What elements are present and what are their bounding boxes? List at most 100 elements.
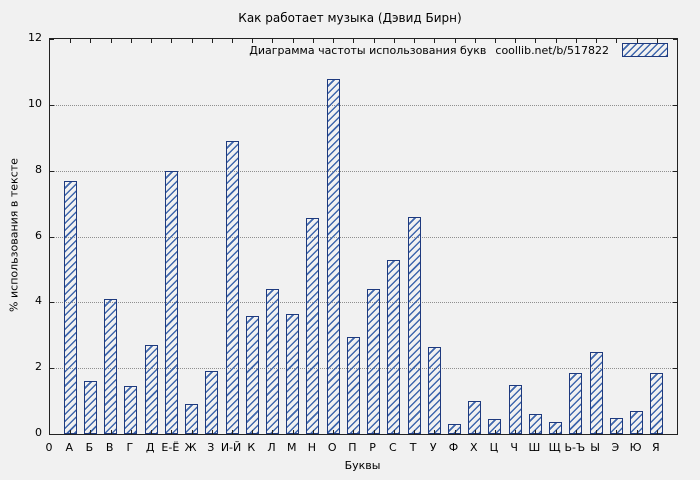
legend-label: Диаграмма частоты использования букв: [249, 43, 487, 57]
y-tick-mark: [50, 302, 54, 304]
bar-Н: [306, 218, 320, 434]
x-tick-mark: [110, 39, 112, 43]
x-tick-label: Ю: [629, 441, 642, 454]
x-tick-mark: [110, 430, 112, 434]
x-tick-mark: [211, 39, 213, 43]
x-tick-label: Л: [267, 441, 276, 454]
x-tick-mark: [515, 430, 517, 434]
x-tick-label: С: [388, 441, 397, 454]
x-tick-mark: [232, 430, 234, 434]
x-tick-mark: [636, 430, 638, 434]
bar-У: [427, 346, 441, 434]
bar-А: [63, 180, 77, 434]
x-tick-mark: [252, 430, 254, 434]
x-tick-mark: [232, 39, 234, 43]
x-tick-mark: [636, 39, 638, 43]
x-tick-mark: [515, 39, 517, 43]
x-tick-mark: [393, 430, 395, 434]
y-tick-label: 0: [35, 426, 42, 439]
bar-Б: [83, 381, 97, 434]
chart-title: Как работает музыка (Дэвид Бирн): [238, 11, 462, 25]
y-tick-mark: [673, 368, 677, 370]
x-tick-mark: [434, 39, 436, 43]
gridline: [50, 302, 677, 304]
x-tick-label: П: [348, 441, 357, 454]
x-tick-label: Т: [409, 441, 417, 454]
x-tick-mark: [434, 430, 436, 434]
y-tick-label: 8: [35, 162, 42, 176]
x-tick-label: В: [105, 441, 114, 454]
x-tick-mark: [555, 39, 557, 43]
bar-Л: [265, 289, 279, 434]
x-tick-label: Р: [369, 441, 376, 454]
bar-Д: [144, 345, 158, 434]
bar-Г: [124, 386, 138, 434]
x-axis-label: Буквы: [344, 459, 381, 472]
x-tick-label: Ц: [489, 441, 499, 454]
x-tick-mark: [90, 430, 92, 434]
x-tick-mark: [596, 39, 598, 43]
bar-Ч: [508, 384, 522, 434]
x-tick-mark: [171, 39, 173, 43]
x-tick-mark: [616, 39, 618, 43]
bar-И-Й: [225, 141, 239, 434]
x-tick-mark: [333, 430, 335, 434]
y-tick-mark: [50, 39, 54, 40]
x-tick-mark: [252, 39, 254, 43]
x-tick-mark: [312, 39, 314, 43]
x-tick-mark: [272, 39, 274, 43]
legend: Диаграмма частоты использования букв coo…: [249, 43, 668, 57]
x-tick-mark: [292, 430, 294, 434]
y-tick-label: 2: [35, 360, 42, 374]
x-tick-mark: [151, 430, 153, 434]
gridline: [50, 170, 677, 172]
x-tick-label: Э: [611, 441, 620, 454]
bar-О: [326, 78, 340, 434]
x-tick-label: Е-Ё: [161, 441, 180, 454]
plot-area: Диаграмма частоты использования букв coo…: [49, 38, 678, 435]
legend-swatch: [622, 43, 668, 57]
x-tick-mark: [353, 430, 355, 434]
x-tick-label: М: [286, 441, 297, 454]
x-tick-mark: [575, 39, 577, 43]
y-tick-mark: [673, 302, 677, 304]
x-tick-mark: [151, 39, 153, 43]
x-tick-label: Щ: [548, 441, 561, 454]
y-tick-mark: [50, 104, 54, 106]
x-tick-label: О: [327, 441, 337, 454]
x-tick-mark: [353, 39, 355, 43]
bar-К: [245, 315, 259, 434]
y-tick-mark: [50, 170, 54, 172]
x-origin-label: 0: [45, 441, 53, 454]
gridline: [50, 236, 677, 238]
x-tick-label: Х: [469, 441, 478, 454]
x-tick-mark: [494, 430, 496, 434]
x-tick-mark: [171, 430, 173, 434]
x-tick-mark: [656, 39, 658, 43]
y-tick-mark: [673, 104, 677, 106]
x-tick-label: З: [207, 441, 215, 454]
x-tick-mark: [130, 430, 132, 434]
x-tick-mark: [70, 430, 72, 434]
x-tick-mark: [312, 430, 314, 434]
x-tick-label: Ж: [184, 441, 197, 454]
x-tick-label: Я: [651, 441, 660, 454]
x-tick-mark: [211, 430, 213, 434]
x-tick-mark: [454, 39, 456, 43]
bar-З: [205, 371, 219, 434]
x-tick-label: Б: [85, 441, 94, 454]
x-tick-mark: [494, 39, 496, 43]
bar-Ы: [589, 351, 603, 434]
x-tick-label: Ы: [590, 441, 600, 454]
x-tick-mark: [333, 39, 335, 43]
bar-Ь-Ъ: [569, 373, 583, 434]
x-tick-label: Ф: [448, 441, 459, 454]
x-tick-mark: [373, 430, 375, 434]
x-tick-mark: [616, 430, 618, 434]
y-tick-mark: [50, 236, 54, 238]
bar-П: [346, 336, 360, 434]
y-tick-label: 12: [28, 31, 42, 44]
x-tick-label: Ш: [528, 441, 541, 454]
x-tick-label: И-Й: [220, 441, 242, 454]
